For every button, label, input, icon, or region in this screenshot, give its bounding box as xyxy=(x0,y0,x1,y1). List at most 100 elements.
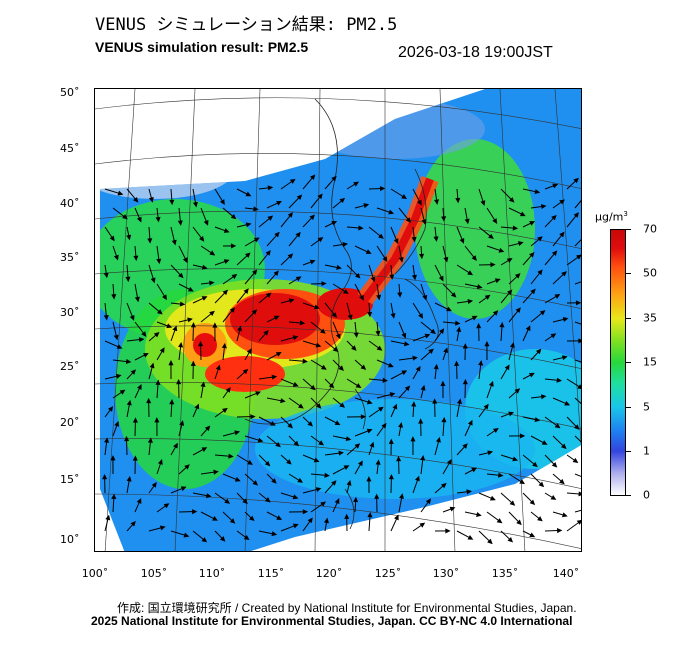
wind-arrow-head xyxy=(335,333,341,340)
wind-arrow-head xyxy=(438,275,444,282)
wind-arrow-head xyxy=(141,331,147,337)
wind-arrow-head xyxy=(561,512,568,518)
wind-arrow-head xyxy=(176,378,182,385)
wind-arrow-head xyxy=(136,498,142,504)
wind-arrow-head xyxy=(105,514,111,521)
colorbar-tick-70: 70 xyxy=(643,222,657,236)
wind-arrow-head xyxy=(223,259,230,265)
wind-arrow-head xyxy=(399,493,405,499)
wind-arrow-head xyxy=(459,238,465,244)
wind-arrow-head xyxy=(229,518,236,524)
wind-arrow-head xyxy=(234,430,241,436)
wind-arrow-head xyxy=(355,383,362,389)
wind-arrow-head xyxy=(338,365,344,371)
wind-arrow-head xyxy=(225,387,231,393)
wind-arrow-head xyxy=(494,278,501,284)
wind-arrow-head xyxy=(339,402,346,408)
wind-arrow-head xyxy=(148,196,154,203)
wind-arrow-head xyxy=(265,250,271,256)
wind-arrow-head xyxy=(353,181,360,187)
lat-label-50: 50˚ xyxy=(60,86,80,99)
wind-arrow-head xyxy=(528,372,535,378)
colorbar-tick-1: 1 xyxy=(643,444,650,458)
wind-arrow-head xyxy=(166,323,173,329)
wind-arrow-head xyxy=(512,225,519,231)
wind-arrow-head xyxy=(331,312,338,318)
wind-arrow-head xyxy=(382,256,388,262)
wind-arrow-head xyxy=(390,313,396,319)
wind-arrow-head xyxy=(519,433,526,439)
colorbar-tickmark xyxy=(626,362,631,363)
wind-arrow-head xyxy=(187,286,194,292)
wind-arrow-head xyxy=(203,219,209,226)
wind-arrow-head xyxy=(358,225,364,231)
wind-arrow-head xyxy=(219,199,225,205)
wind-arrow-head xyxy=(550,494,557,500)
wind-arrow-head xyxy=(419,522,426,528)
wind-arrow-head xyxy=(471,467,478,473)
wind-arrow-head xyxy=(462,378,468,385)
wind-arrow-head xyxy=(467,535,474,540)
wind-arrow-head xyxy=(401,332,407,339)
wind-arrow-head xyxy=(564,400,571,406)
wind-arrow-head xyxy=(201,537,208,543)
lat-label-30: 30˚ xyxy=(60,306,80,319)
wind-arrow-head xyxy=(578,491,581,497)
wind-arrow-head xyxy=(360,364,367,370)
wind-arrow-head xyxy=(375,459,381,465)
wind-arrow-head xyxy=(367,511,373,518)
wind-arrow-head xyxy=(365,249,372,254)
wind-arrow-head xyxy=(515,307,521,313)
wind-arrow-head xyxy=(424,333,431,339)
colorbar-tick-15: 15 xyxy=(643,355,657,369)
wind-arrow xyxy=(574,321,581,325)
wind-arrow-head xyxy=(206,493,212,499)
wind-arrow-head xyxy=(201,447,208,452)
wind-arrow-head xyxy=(411,274,417,281)
wind-arrow-head xyxy=(130,369,137,375)
wind-arrow-head xyxy=(519,211,526,217)
wind-arrow-head xyxy=(396,455,402,462)
wind-arrow-head xyxy=(389,274,395,280)
wind-arrow-head xyxy=(499,321,505,328)
wind-arrow-head xyxy=(480,200,486,207)
wind-arrow-head xyxy=(377,406,384,412)
wind-arrow-head xyxy=(331,480,337,486)
wind-arrow-head xyxy=(506,258,513,263)
wind-arrow-head xyxy=(157,459,163,465)
wind-arrow-head xyxy=(428,348,434,354)
wind-arrow-head xyxy=(514,273,521,279)
wind-arrow-head xyxy=(119,389,126,395)
wind-arrow-head xyxy=(347,314,353,321)
wind-arrow-head xyxy=(138,337,145,343)
wind-arrow-head xyxy=(243,288,249,294)
wind-arrow-head xyxy=(512,456,519,462)
wind-arrow-head xyxy=(122,214,128,220)
lat-label-10: 10˚ xyxy=(60,533,80,546)
wind-arrow-head xyxy=(324,472,330,478)
wind-arrow-head xyxy=(253,237,260,243)
colorbar-tickmark xyxy=(626,407,631,408)
wind-arrow-head xyxy=(443,347,449,354)
wind-arrow-head xyxy=(187,317,193,323)
wind-arrow-head xyxy=(332,346,339,352)
wind-arrow-head xyxy=(124,435,130,442)
wind-arrow-head xyxy=(228,453,234,459)
wind-arrow-head xyxy=(270,420,276,426)
wind-arrow-head xyxy=(552,183,559,189)
wind-arrow-head xyxy=(411,236,417,243)
wind-arrow-head xyxy=(354,273,361,279)
wind-arrow-head xyxy=(455,320,461,326)
wind-arrow-head xyxy=(483,403,489,410)
wind-arrow-head xyxy=(113,254,119,261)
wind-arrow-head xyxy=(230,243,237,249)
wind-arrow-head xyxy=(318,440,325,446)
wind-arrow-head xyxy=(155,379,161,386)
wind-arrow-head xyxy=(378,233,384,239)
wind-arrow-head xyxy=(310,384,316,391)
wind-arrow-head xyxy=(222,289,229,296)
wind-arrow-head xyxy=(420,384,426,391)
wind-arrow xyxy=(574,397,581,405)
wind-arrow-head xyxy=(190,360,196,366)
wind-arrow-head xyxy=(508,411,514,417)
